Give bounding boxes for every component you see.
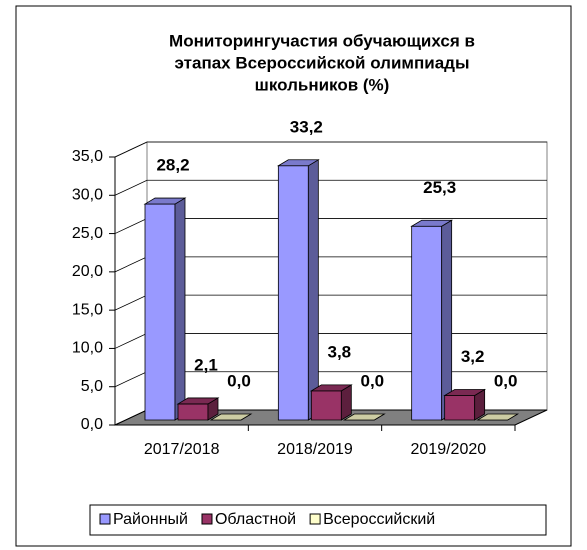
- bar: [410, 219, 454, 421]
- y-tick-label: 5,0: [81, 378, 103, 395]
- value-label: 0,0: [494, 371, 518, 390]
- value-label: 0,0: [361, 371, 385, 390]
- bar-front: [144, 203, 176, 421]
- y-tick-label: 0,0: [81, 416, 103, 433]
- bar-top: [309, 384, 353, 392]
- chart-title: этапах Всероссийской олимпиады: [175, 53, 470, 72]
- y-tick-label: 35,0: [72, 148, 103, 165]
- bar-top: [342, 413, 386, 421]
- bar: [209, 413, 253, 421]
- y-tick-label: 15,0: [72, 301, 103, 318]
- value-label: 3,2: [461, 347, 485, 366]
- bar: [342, 413, 386, 421]
- bar: [476, 413, 520, 421]
- legend-swatch: [201, 513, 213, 525]
- bar: [276, 159, 320, 421]
- bar-side: [307, 159, 319, 421]
- y-tick-label: 10,0: [72, 340, 103, 357]
- x-tick-label: 2017/2018: [144, 441, 220, 458]
- legend-swatch: [309, 513, 321, 525]
- legend-label: Областной: [215, 511, 296, 528]
- legend-label: Всероссийский: [323, 511, 435, 528]
- value-label: 0,0: [227, 371, 251, 390]
- bar: [176, 397, 220, 421]
- bar-top: [476, 413, 520, 421]
- x-tick-label: 2019/2020: [411, 441, 487, 458]
- value-label: 25,3: [423, 178, 456, 197]
- chart-title: школьников (%): [255, 75, 390, 94]
- y-tick-label: 30,0: [72, 187, 103, 204]
- bar-front: [411, 225, 443, 421]
- bar-top: [209, 413, 253, 421]
- bar: [309, 384, 353, 421]
- bar-front: [177, 403, 209, 421]
- bar-top: [176, 397, 220, 405]
- bar-side: [174, 197, 186, 421]
- grid-line: [114, 179, 547, 196]
- x-tick-label: 2018/2019: [277, 441, 353, 458]
- y-tick-label: 25,0: [72, 225, 103, 242]
- value-label: 33,2: [290, 117, 323, 136]
- value-label: 28,2: [156, 156, 189, 175]
- bar-top: [276, 159, 320, 167]
- legend-swatch: [99, 513, 111, 525]
- value-label: 2,1: [194, 355, 218, 374]
- bar-top: [410, 219, 454, 227]
- bar: [443, 388, 487, 421]
- grid-line: [114, 141, 547, 158]
- bar-side: [441, 219, 453, 421]
- bar-front: [310, 390, 342, 421]
- bar-top: [443, 389, 487, 396]
- chart-title: Мониторингучастия обучающихся в: [169, 31, 475, 50]
- bar: [143, 197, 187, 421]
- value-label: 3,8: [328, 342, 352, 361]
- legend-label: Районный: [113, 511, 188, 528]
- bar-front: [277, 165, 309, 421]
- side-wall: [114, 141, 148, 426]
- bar-top: [143, 197, 187, 205]
- bar-front: [444, 395, 476, 421]
- y-tick-label: 20,0: [72, 263, 103, 280]
